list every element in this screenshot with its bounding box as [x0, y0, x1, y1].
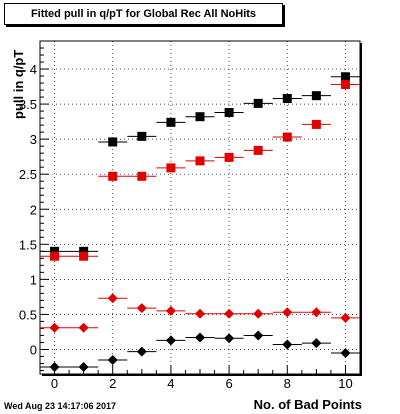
data-point-square	[253, 98, 263, 108]
data-point-square	[108, 137, 118, 147]
data-point-square	[311, 119, 321, 129]
data-point-diamond	[311, 338, 322, 349]
y-tick-label: 2	[30, 202, 37, 217]
data-point-square	[253, 145, 263, 155]
y-axis-label: pull in q/pT	[11, 49, 26, 119]
y-tick-label: 1.5	[19, 237, 37, 252]
data-point-diamond	[78, 322, 89, 333]
data-point-square	[166, 117, 176, 127]
data-point-square	[79, 251, 89, 261]
x-tick-label: 10	[338, 376, 352, 391]
y-tick-label: 0	[30, 342, 37, 357]
data-point-diamond	[282, 339, 293, 350]
data-point-square	[224, 152, 234, 162]
y-tick-label: 0.5	[19, 307, 37, 322]
chart-title: Fitted pull in q/pT for Global Rec All N…	[4, 3, 283, 25]
data-point-diamond	[78, 361, 89, 372]
data-point-square	[340, 79, 350, 89]
data-point-diamond	[165, 335, 176, 346]
data-point-square	[311, 91, 321, 101]
data-point-square	[340, 72, 350, 82]
data-point-diamond	[49, 322, 60, 333]
y-tick-label: 2.5	[19, 167, 37, 182]
data-point-diamond	[195, 332, 205, 343]
y-tick-label: 4	[30, 62, 37, 77]
data-point-square	[50, 251, 60, 261]
data-point-diamond	[107, 293, 118, 304]
x-tick-label: 8	[284, 376, 291, 391]
data-point-square	[166, 163, 176, 173]
timestamp: Wed Aug 23 14:17:06 2017	[4, 401, 117, 411]
data-point-diamond	[136, 303, 147, 314]
data-point-square	[282, 132, 292, 142]
data-point-diamond	[195, 308, 205, 319]
data-point-diamond	[340, 347, 351, 358]
data-point-diamond	[107, 354, 118, 365]
data-point-diamond	[253, 308, 264, 319]
data-point-square	[137, 131, 147, 141]
data-point-square	[224, 108, 234, 118]
data-point-diamond	[165, 305, 176, 316]
data-point-diamond	[224, 333, 235, 344]
y-tick-label: 1	[30, 272, 37, 287]
data-point-square	[79, 246, 89, 256]
data-point-diamond	[49, 361, 60, 372]
data-point-diamond	[224, 308, 235, 319]
x-tick-label: 0	[51, 376, 58, 391]
data-point-diamond	[340, 312, 351, 323]
x-tick-label: 2	[109, 376, 116, 391]
x-tick-label: 4	[167, 376, 174, 391]
y-tick-label: 3	[30, 132, 37, 147]
data-point-diamond	[282, 307, 293, 318]
data-point-diamond	[311, 307, 322, 318]
data-point-square	[108, 171, 118, 181]
data-point-square	[282, 93, 292, 103]
data-point-square	[137, 171, 147, 181]
data-point-square	[50, 246, 60, 256]
data-point-square	[195, 112, 205, 122]
data-point-diamond	[253, 330, 264, 341]
data-point-diamond	[136, 346, 147, 357]
y-tick-label: 3.5	[19, 97, 37, 112]
data-point-square	[195, 156, 205, 166]
plot-frame	[39, 40, 361, 375]
x-axis-label: No. of Bad Points	[253, 397, 362, 412]
x-tick-label: 6	[225, 376, 232, 391]
